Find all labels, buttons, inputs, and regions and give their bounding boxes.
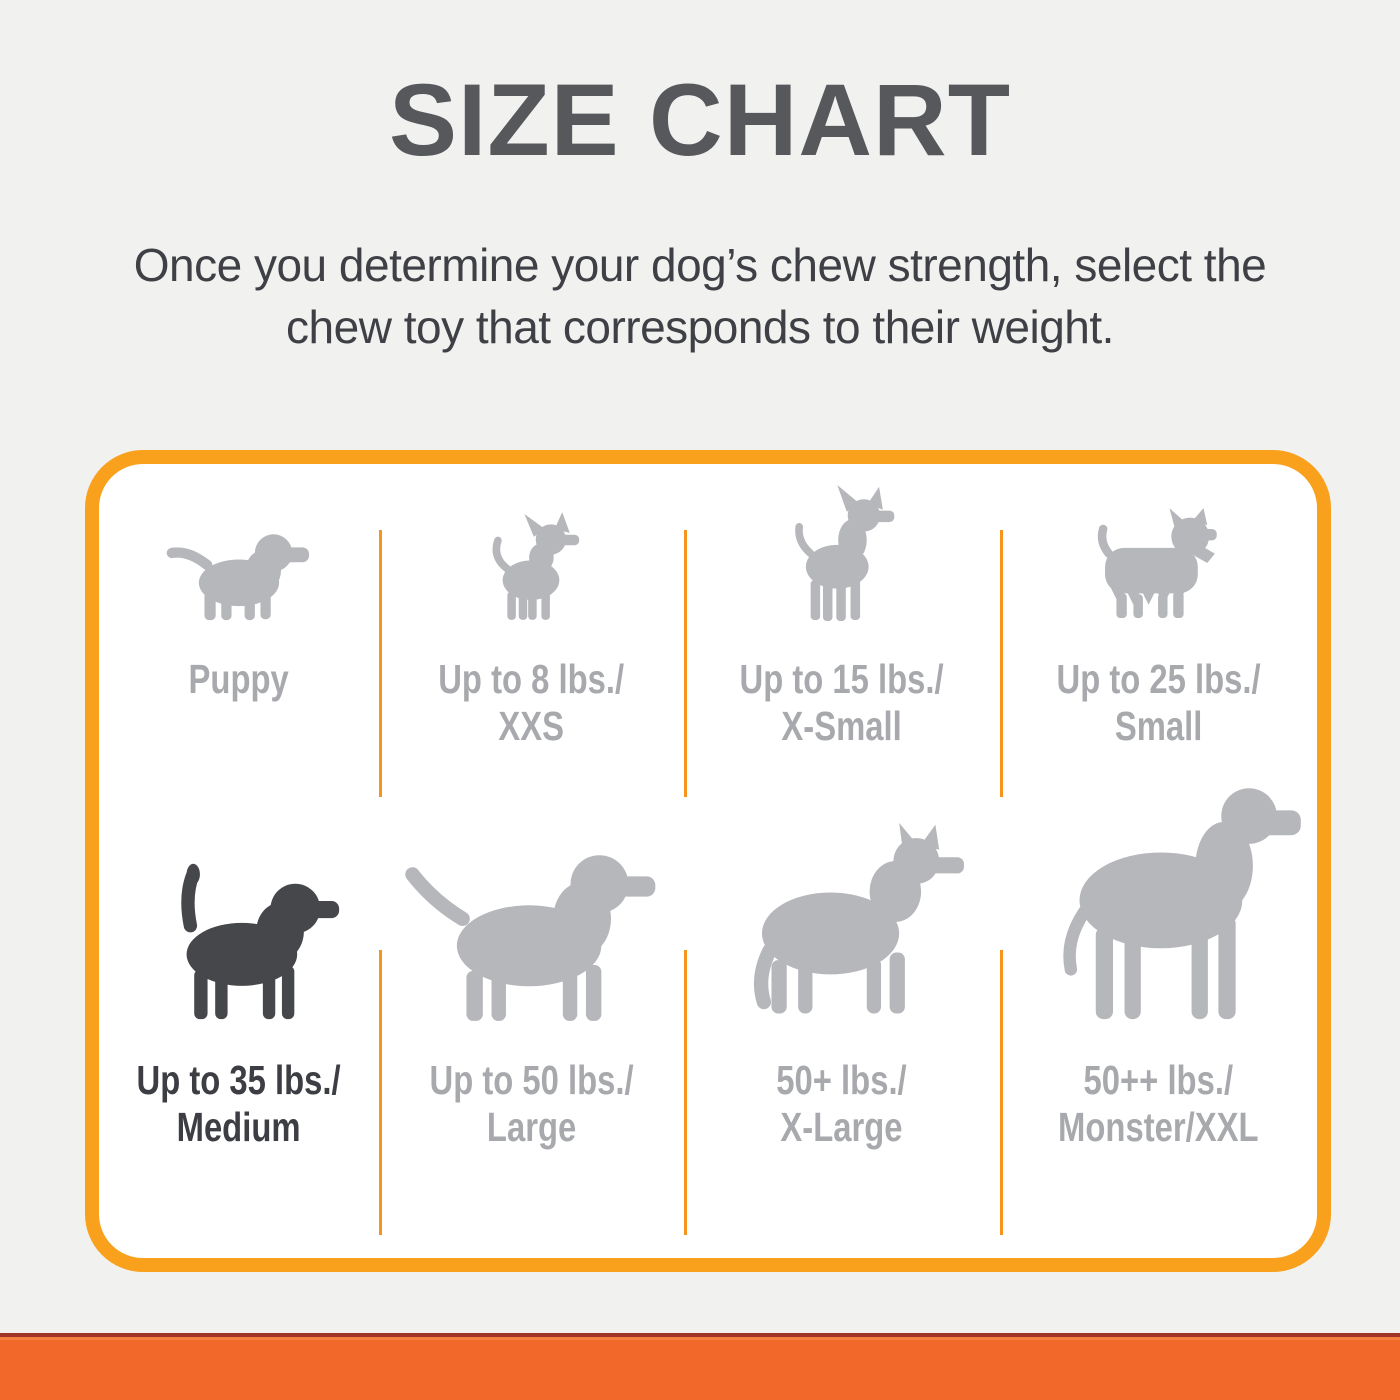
subtitle-line-2: chew toy that corresponds to their weigh… [286,301,1114,353]
xlarge-shepherd-dog-icon [718,767,966,1023]
divider-line [683,950,687,1235]
small-terrier-dog-icon [1088,474,1230,622]
divider-line [1000,950,1004,1235]
subtitle: Once you determine your dog’s chew stren… [0,234,1400,358]
size-cell-monster-xxl: 50++ lbs./ Monster/XXL [1000,767,1317,1161]
size-label: Up to 15 lbs./ X-Small [739,656,945,749]
divider-line [1000,530,1004,797]
size-label: Up to 8 lbs./ XXS [438,656,625,749]
divider-line [379,950,383,1235]
size-label: 50++ lbs./ Monster/XXL [1058,1057,1259,1150]
bottom-accent-bar [0,1333,1400,1400]
size-chart-panel: Puppy [85,450,1331,1272]
size-label: 50+ lbs./ X-Large [776,1057,908,1150]
size-label: Up to 25 lbs./ Small [1056,656,1261,749]
large-labrador-dog-icon [399,767,664,1023]
puppy-dog-icon [164,474,314,622]
page-title: SIZE CHART [389,63,1011,177]
size-row-large-dogs: Up to 35 lbs./ Medium [99,767,1317,1161]
size-chart-grid: Puppy [99,464,1317,1258]
size-label: Up to 35 lbs./ Medium [137,1057,342,1150]
subtitle-line-1: Once you determine your dog’s chew stren… [133,239,1267,291]
size-label: Up to 50 lbs./ Large [429,1057,634,1150]
size-label: Puppy [188,656,290,702]
size-cell-xlarge: 50+ lbs./ X-Large [684,767,1001,1161]
medium-beagle-dog-icon [137,767,342,1023]
size-cell-large: Up to 50 lbs./ Large [379,767,684,1161]
size-cell-xsmall: Up to 15 lbs./ X-Small [684,474,1001,767]
size-cell-medium-selected: Up to 35 lbs./ Medium [99,767,379,1161]
monster-xxl-great-dane-dog-icon [1015,767,1303,1023]
size-row-small-dogs: Puppy [99,474,1317,767]
chihuahua-dog-icon [479,474,583,622]
divider-line [683,530,687,797]
size-cell-small: Up to 25 lbs./ Small [1000,474,1317,767]
size-cell-xxs: Up to 8 lbs./ XXS [379,474,684,767]
size-cell-puppy: Puppy [99,474,379,767]
divider-line [379,530,383,797]
xsmall-dog-icon [784,474,900,622]
